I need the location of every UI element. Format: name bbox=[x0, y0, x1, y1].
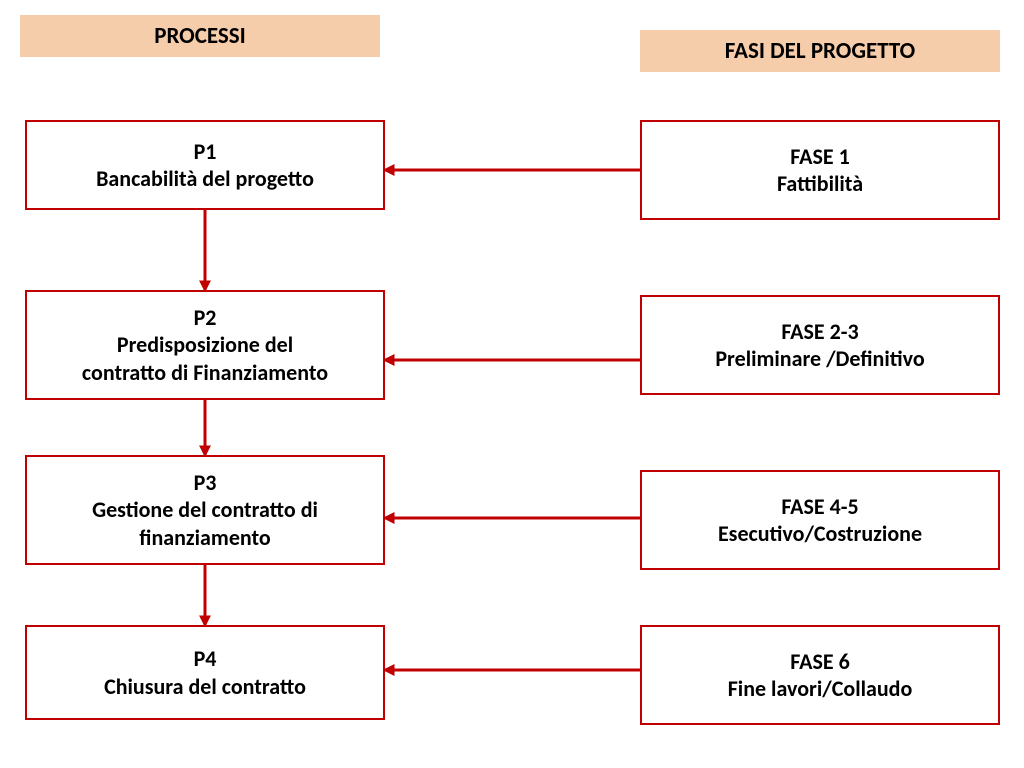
process-box-p2: P2 Predisposizione delcontratto di Finan… bbox=[25, 290, 385, 400]
p2-title: P2 bbox=[194, 304, 217, 332]
f1-subtitle: Fattibilità bbox=[777, 170, 863, 198]
process-box-p4: P4 Chiusura del contratto bbox=[25, 625, 385, 720]
phase-box-f3: FASE 4-5 Esecutivo/Costruzione bbox=[640, 470, 1000, 570]
header-right-label: FASI DEL PROGETTO bbox=[725, 37, 915, 65]
phase-box-f4: FASE 6 Fine lavori/Collaudo bbox=[640, 625, 1000, 725]
process-box-p3: P3 Gestione del contratto difinanziament… bbox=[25, 455, 385, 565]
header-fasi: FASI DEL PROGETTO bbox=[640, 30, 1000, 72]
p2-subtitle: Predisposizione delcontratto di Finanzia… bbox=[82, 331, 328, 386]
phase-box-f2: FASE 2-3 Preliminare /Definitivo bbox=[640, 295, 1000, 395]
f1-title: FASE 1 bbox=[790, 143, 849, 171]
header-processi: PROCESSI bbox=[20, 15, 380, 57]
f2-title: FASE 2-3 bbox=[781, 318, 858, 346]
p4-subtitle: Chiusura del contratto bbox=[104, 673, 306, 701]
f4-subtitle: Fine lavori/Collaudo bbox=[728, 675, 913, 703]
header-left-label: PROCESSI bbox=[154, 22, 246, 50]
f2-subtitle: Preliminare /Definitivo bbox=[715, 345, 924, 373]
phase-box-f1: FASE 1 Fattibilità bbox=[640, 120, 1000, 220]
p3-title: P3 bbox=[194, 469, 217, 497]
process-box-p1: P1 Bancabilità del progetto bbox=[25, 120, 385, 210]
f4-title: FASE 6 bbox=[790, 648, 849, 676]
p1-title: P1 bbox=[194, 138, 217, 166]
f3-subtitle: Esecutivo/Costruzione bbox=[718, 520, 922, 548]
flowchart-container: PROCESSI FASI DEL PROGETTO P1 Bancabilit… bbox=[0, 0, 1024, 768]
p3-subtitle: Gestione del contratto difinanziamento bbox=[92, 496, 318, 551]
p1-subtitle: Bancabilità del progetto bbox=[96, 165, 314, 193]
f3-title: FASE 4-5 bbox=[781, 493, 858, 521]
p4-title: P4 bbox=[194, 645, 217, 673]
